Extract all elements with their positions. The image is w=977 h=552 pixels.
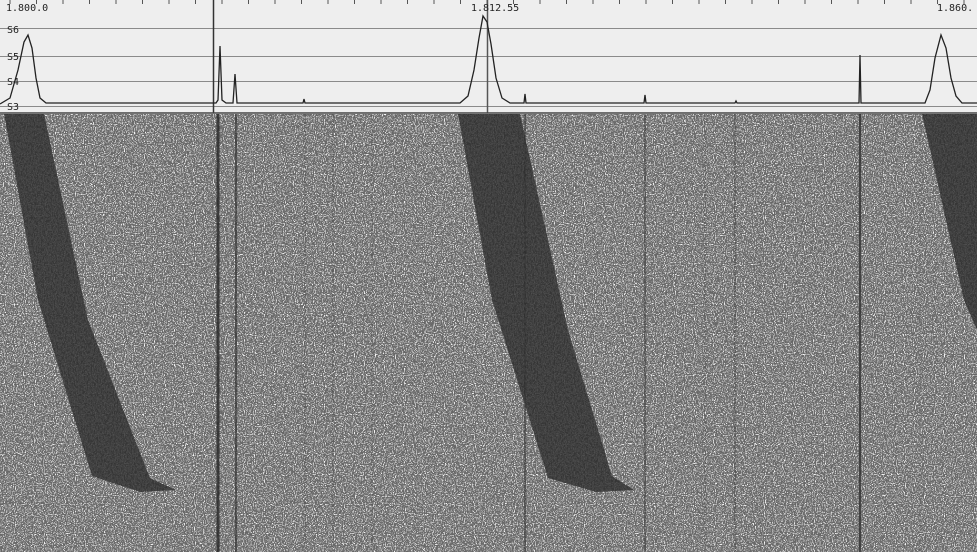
spectrum-grid xyxy=(0,28,977,107)
s-meter-label: S6 xyxy=(7,25,19,36)
frequency-ticks xyxy=(9,0,965,4)
waterfall xyxy=(0,114,977,552)
texture xyxy=(0,114,977,552)
chirp-traces xyxy=(0,114,977,552)
s-meter-label: S5 xyxy=(7,52,19,63)
s-meter-label: S4 xyxy=(7,77,19,88)
s-meter-label: S3 xyxy=(7,102,19,113)
frequency-label: 1.812.55 xyxy=(471,3,519,14)
frequency-label: 1.860. xyxy=(937,3,973,14)
spectrum-trace xyxy=(0,14,977,105)
frequency-label: 1.800.0 xyxy=(6,3,48,14)
